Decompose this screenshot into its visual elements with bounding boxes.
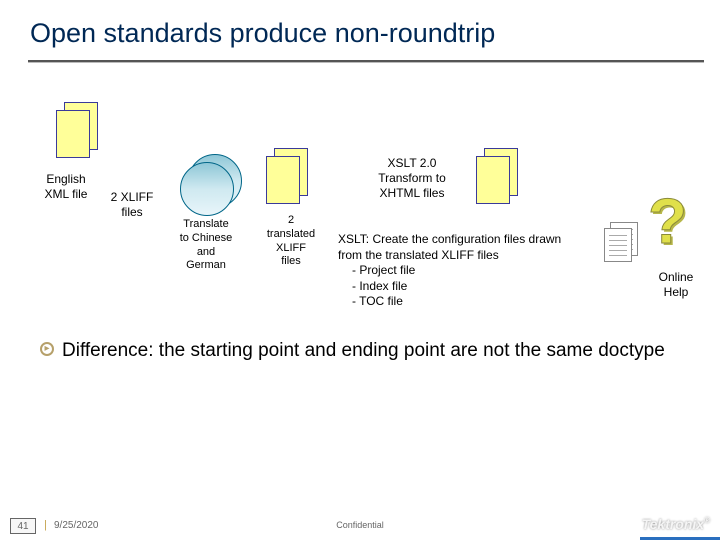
xslt20-label: XSLT 2.0Transform toXHTML files bbox=[362, 156, 462, 201]
slide-root: Open standards produce non-roundtrip Eng… bbox=[0, 0, 720, 540]
xliff-label: 2 XLIFFfiles bbox=[104, 190, 160, 220]
xslt-desc-item: - Project file bbox=[352, 263, 568, 279]
footer-confidential: Confidential bbox=[0, 520, 720, 530]
online-help-label: OnlineHelp bbox=[648, 270, 704, 300]
bullet-difference: ▸ Difference: the starting point and endi… bbox=[40, 340, 690, 362]
xslt-description: XSLT: Create the configuration files dra… bbox=[338, 232, 568, 310]
stack-sheet bbox=[266, 156, 300, 204]
doc-sheet bbox=[604, 228, 632, 262]
question-mark-icon: ? bbox=[648, 184, 687, 258]
two-translated-label: 2translatedXLIFFfiles bbox=[256, 214, 326, 269]
footer: 41 | 9/25/2020 Confidential Tektronix® bbox=[0, 516, 720, 540]
stack-disc bbox=[180, 162, 234, 216]
english-xml-label: EnglishXML file bbox=[30, 172, 102, 202]
bullet-icon: ▸ bbox=[40, 342, 54, 356]
xslt-desc-item: - Index file bbox=[352, 279, 568, 295]
bullet-label: Difference: the starting point and endin… bbox=[62, 340, 665, 361]
tektronix-logo: Tektronix® bbox=[642, 516, 710, 532]
title-underline bbox=[28, 60, 704, 63]
xslt-desc-item: - TOC file bbox=[352, 294, 568, 310]
slide-title: Open standards produce non-roundtrip bbox=[30, 18, 495, 49]
translate-label: Translateto ChineseandGerman bbox=[168, 218, 244, 273]
xslt-desc-head: XSLT: Create the configuration files dra… bbox=[338, 232, 568, 263]
stack-sheet bbox=[476, 156, 510, 204]
stack-sheet bbox=[56, 110, 90, 158]
